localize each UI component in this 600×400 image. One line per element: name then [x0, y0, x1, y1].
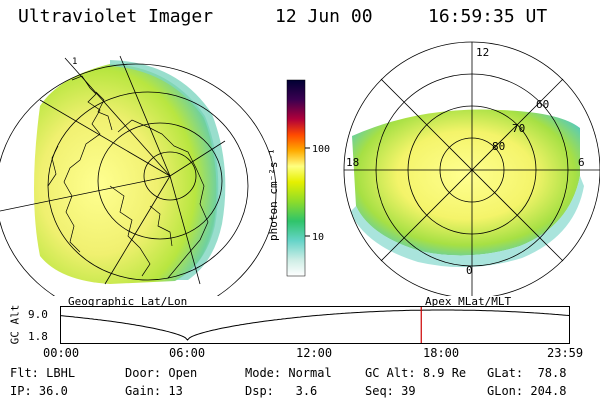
mlat-label-60: 60 [536, 98, 549, 111]
imager-panels: 1 100 10 photon cm⁻²s⁻¹ 12 18 6 0 60 70 [0, 41, 600, 296]
status-glon: GLon: 204.8 [487, 384, 567, 398]
status-door: Door: Open [125, 366, 198, 380]
status-ip: IP: 36.0 [10, 384, 68, 398]
magnetic-polar-image: 12 18 6 0 60 70 80 [343, 41, 600, 296]
auroral-emission-left [34, 64, 219, 284]
mlt-label-12: 12 [476, 46, 489, 59]
observation-date: 12 Jun 00 [275, 6, 373, 27]
altitude-plot-frame [60, 306, 570, 344]
mlt-label-6: 6 [578, 156, 585, 169]
mlat-label-80: 80 [492, 140, 505, 153]
altitude-curve [60, 309, 570, 341]
status-gain: Gain: 13 [125, 384, 183, 398]
colorbar: 100 10 photon cm⁻²s⁻¹ [267, 79, 330, 277]
coastlines [47, 75, 209, 279]
colorbar-tick-10: 10 [312, 232, 324, 243]
geographic-image: 1 [0, 55, 277, 296]
status-seq: Seq: 39 [365, 384, 416, 398]
mlt-label-18: 18 [346, 156, 359, 169]
status-filter: Flt: LBHL [10, 366, 76, 380]
time-tick-1200: 12:00 [296, 346, 333, 360]
orbit-marker: 1 [72, 57, 77, 67]
auroral-oval [352, 109, 580, 256]
time-tick-0000: 00:00 [43, 346, 80, 360]
time-tick-1800: 18:00 [423, 346, 460, 360]
colorbar-unit-label: photon cm⁻²s⁻¹ [267, 148, 280, 241]
geographic-caption: Geographic Lat/Lon [68, 295, 188, 308]
polar-grid [343, 41, 600, 296]
status-dsp: Dsp: 3.6 [245, 384, 318, 398]
status-mode: Mode: Normal [245, 366, 332, 380]
altitude-ylabel: GC Alt [8, 304, 22, 345]
colorbar-tick-100: 100 [312, 144, 330, 155]
observation-time: 16:59:35 UT [428, 6, 548, 27]
instrument-title: Ultraviolet Imager [18, 6, 214, 27]
mlt-label-0: 0 [466, 264, 473, 277]
altitude-ytick-max: 9.0 [28, 308, 48, 321]
mlat-label-70: 70 [512, 122, 525, 135]
altitude-ytick-min: 1.8 [28, 330, 48, 343]
colorbar-gradient [286, 79, 306, 277]
time-tick-2359: 23:59 [547, 346, 584, 360]
magnetic-caption: Apex MLat/MLT [425, 295, 512, 308]
status-gc-alt: GC Alt: 8.9 Re [365, 366, 467, 380]
altitude-plot [60, 306, 570, 344]
status-glat: GLat: 78.8 [487, 366, 567, 380]
time-tick-0600: 06:00 [169, 346, 206, 360]
